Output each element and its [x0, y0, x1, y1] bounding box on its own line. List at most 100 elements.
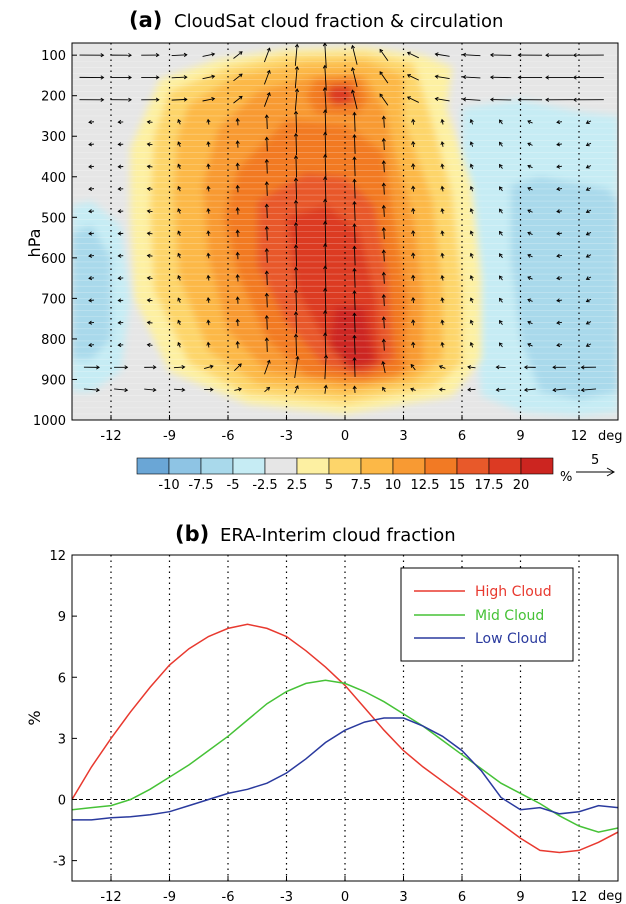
wind-arrow — [323, 287, 328, 313]
wind-arrow — [88, 209, 95, 214]
wind-arrow — [264, 136, 269, 152]
wind-arrow — [323, 384, 328, 394]
wind-arrow — [527, 298, 533, 303]
wind-arrow — [379, 71, 389, 84]
wind-arrow — [517, 75, 543, 80]
wind-arrow — [556, 276, 563, 281]
wind-arrow — [585, 164, 592, 169]
wind-arrow — [264, 292, 269, 308]
wind-arrow — [293, 199, 299, 222]
wind-arrow — [202, 74, 216, 80]
wind-arrow — [206, 185, 211, 192]
wind-arrow — [177, 163, 182, 170]
wind-arrow — [88, 119, 95, 125]
wind-arrow — [88, 298, 95, 303]
wind-arrow — [264, 248, 269, 263]
wind-arrow — [264, 359, 271, 375]
wind-arrow — [146, 298, 153, 303]
wind-arrow — [585, 142, 592, 147]
wind-arrow — [146, 231, 153, 236]
wind-arrow — [204, 387, 214, 392]
wind-arrow — [469, 341, 474, 348]
wind-arrow — [264, 270, 269, 286]
wind-arrow — [206, 297, 211, 303]
wind-arrow — [469, 297, 474, 303]
wind-arrow — [177, 297, 182, 303]
wind-arrow — [434, 74, 450, 80]
wind-arrow — [381, 204, 386, 217]
wind-arrow — [469, 163, 474, 170]
wind-arrow — [88, 320, 95, 325]
wind-arrow — [114, 387, 129, 393]
wind-arrow — [499, 253, 503, 259]
wind-arrow — [381, 271, 386, 284]
wind-arrow — [352, 267, 357, 288]
wind-arrow — [585, 343, 592, 347]
y-tick-label: 3 — [58, 732, 66, 747]
colorbar-label: 7.5 — [351, 478, 372, 493]
wind-arrow — [206, 207, 211, 214]
wind-arrow — [556, 142, 563, 147]
wind-arrow — [440, 141, 445, 147]
wind-arrow — [117, 342, 124, 348]
wind-arrow — [585, 276, 592, 280]
wind-arrow — [499, 186, 503, 192]
wind-arrow — [141, 97, 160, 102]
panel-b-xunit: deg — [598, 889, 623, 904]
wind-arrow — [263, 69, 271, 85]
wind-arrow — [235, 229, 240, 237]
wind-arrow — [323, 176, 328, 201]
colorbar-swatch — [392, 457, 426, 475]
wind-arrow — [352, 356, 357, 377]
wind-arrow — [382, 386, 386, 392]
wind-arrow — [177, 252, 182, 259]
wind-arrow — [323, 198, 328, 224]
wind-arrow — [406, 73, 419, 81]
wind-arrow — [264, 386, 271, 393]
wind-arrow — [411, 118, 416, 125]
wind-arrow — [352, 385, 357, 393]
wind-arrow — [556, 186, 563, 192]
wind-arrow — [146, 186, 153, 192]
y-tick-label: 500 — [41, 211, 66, 226]
colorbar-unit: % — [560, 470, 572, 485]
wind-arrow — [206, 163, 211, 170]
colorbar-swatch — [296, 457, 330, 475]
wind-arrow — [411, 207, 416, 214]
wind-arrow — [235, 207, 240, 215]
wind-arrow — [294, 65, 300, 89]
wind-arrow — [117, 119, 124, 125]
wind-arrow — [235, 140, 240, 148]
wind-arrow — [556, 209, 563, 214]
wind-arrow — [146, 275, 153, 281]
colorbar-swatch — [520, 457, 554, 475]
wind-arrow — [381, 227, 386, 240]
wind-arrow — [352, 178, 357, 199]
wind-arrow — [545, 75, 573, 80]
wind-arrow — [293, 132, 299, 156]
wind-arrow — [264, 181, 269, 196]
legend-label-high: High Cloud — [475, 584, 552, 600]
wind-arrow — [411, 140, 416, 148]
wind-arrow — [572, 75, 604, 80]
wind-arrow — [434, 52, 450, 57]
wind-arrow — [572, 53, 604, 58]
wind-arrow — [379, 93, 389, 106]
colorbar-swatch — [264, 457, 298, 475]
wind-arrow — [323, 220, 328, 246]
wind-arrow — [177, 141, 182, 147]
x-tick-label: -12 — [100, 429, 121, 444]
x-tick-label: -3 — [280, 429, 293, 444]
wind-arrow — [381, 360, 386, 374]
wind-arrow — [381, 137, 386, 150]
wind-arrow — [110, 97, 132, 102]
wind-arrow — [235, 184, 240, 193]
wind-arrow — [206, 118, 211, 125]
wind-arrow — [235, 162, 240, 171]
vector-reference-arrowhead — [606, 467, 616, 477]
y-tick-label: 9 — [58, 610, 66, 625]
wind-arrow — [469, 252, 474, 259]
wind-arrow — [177, 341, 182, 348]
colorbar-label: -2.5 — [252, 478, 277, 493]
wind-arrow — [462, 52, 481, 57]
